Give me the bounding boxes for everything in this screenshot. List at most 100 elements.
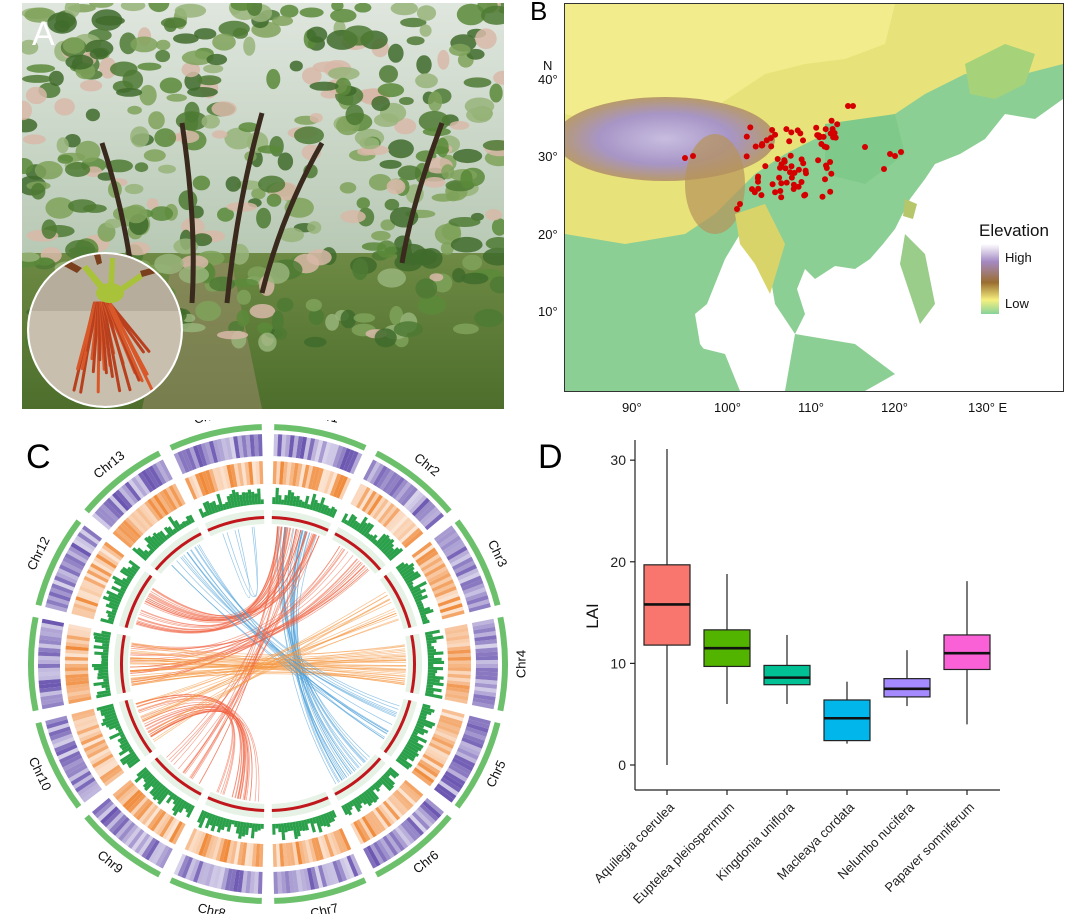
- te-density-bin: [446, 683, 470, 690]
- gene-density-bin: [196, 444, 208, 467]
- gene-density-bin: [204, 863, 215, 887]
- te-density-bin: [298, 463, 307, 488]
- gc-bin: [100, 706, 115, 714]
- gc-bin: [388, 547, 404, 562]
- te-density-bin: [292, 841, 299, 866]
- te-density-bin: [73, 714, 97, 725]
- gc-bin: [224, 818, 230, 828]
- gene-density-bin: [47, 722, 70, 733]
- gene-density-bin: [200, 442, 211, 466]
- gc-bin: [103, 678, 109, 682]
- gene-density-bin: [335, 859, 347, 882]
- gene-density-bin: [52, 579, 75, 591]
- leaf: [466, 107, 493, 123]
- gc-bin: [121, 753, 137, 766]
- lat-tick-30: 30°: [538, 149, 558, 164]
- gc-bin: [328, 506, 335, 517]
- gc-bin: [409, 581, 427, 592]
- te-density-bin: [127, 794, 146, 814]
- te-density-bin: [65, 656, 89, 661]
- chr-label-Chr3: Chr3: [485, 537, 511, 569]
- gene-density-bin: [208, 440, 219, 464]
- lon-tick-90: 90°: [622, 400, 642, 415]
- gc-bin: [426, 684, 434, 688]
- te-density-bin: [88, 747, 111, 762]
- te-density-bin: [372, 808, 389, 830]
- gene-density-bin: [466, 595, 489, 606]
- te-density-bin: [93, 556, 116, 572]
- te-density-bin: [411, 769, 433, 787]
- lat-tick-20: 20°: [538, 227, 558, 242]
- gc-bin: [97, 672, 109, 677]
- te-density-bin: [272, 461, 277, 485]
- gc-bin: [413, 593, 423, 600]
- gc-bin: [405, 743, 419, 754]
- gc-bin: [198, 811, 208, 829]
- sample-point: [819, 193, 826, 200]
- gc-bin: [378, 777, 392, 792]
- gc-bin: [111, 585, 126, 595]
- sample-point: [769, 181, 776, 188]
- sample-point: [755, 173, 762, 180]
- leaf: [491, 218, 504, 236]
- gene-density-bin: [372, 841, 388, 863]
- te-density-bin: [446, 686, 470, 694]
- gene-density-bin: [444, 770, 466, 786]
- gene-density-bin: [97, 803, 117, 822]
- leaf: [489, 83, 503, 103]
- gene-density-bin: [391, 828, 409, 849]
- leaf: [423, 177, 446, 188]
- te-density-bin: [165, 819, 180, 842]
- te-density-bin: [208, 836, 219, 860]
- gc-bin: [202, 502, 211, 516]
- gc-bin: [93, 635, 111, 642]
- gene-density-bin: [137, 472, 154, 493]
- synteny-link: [142, 591, 386, 722]
- te-density-bin: [447, 676, 471, 683]
- gene-density-bin: [64, 760, 86, 775]
- sample-point: [813, 124, 820, 131]
- red-track-line: [120, 634, 126, 694]
- gene-density-bin: [366, 461, 381, 483]
- y-tick-label: 10: [610, 655, 626, 671]
- red-track-bg: [204, 791, 265, 818]
- gene-density-bin: [394, 826, 412, 847]
- te-density-bin: [90, 562, 112, 578]
- te-density-bin: [159, 490, 175, 512]
- gc-bin: [360, 522, 372, 536]
- te-density-bin: [156, 814, 172, 836]
- gene-density-bin: [448, 549, 470, 564]
- lat-tick-10: 10°: [538, 304, 558, 319]
- borneo: [785, 334, 895, 391]
- te-density-bin: [401, 527, 421, 546]
- gene-density-bin: [41, 697, 64, 706]
- gc-bin: [406, 741, 422, 752]
- y-ticks: 0 10 20 30: [610, 452, 635, 773]
- gene-density-bin: [141, 837, 157, 859]
- gc-bin: [96, 703, 114, 711]
- te-density-bin: [329, 473, 342, 497]
- te-density-bin: [184, 828, 198, 851]
- leaf: [482, 140, 504, 151]
- leaf: [154, 128, 177, 148]
- gene-density-bin: [475, 651, 498, 657]
- gene-density-bin: [465, 591, 488, 602]
- gene-density-bin: [474, 635, 497, 642]
- gc-bin: [119, 741, 130, 749]
- gc-bin: [343, 519, 349, 525]
- gene-density-bin: [325, 862, 336, 886]
- te-density-bin: [72, 606, 96, 617]
- red-track-line: [154, 532, 202, 571]
- te-density-bin: [369, 810, 386, 832]
- te-density-bin: [447, 649, 471, 655]
- leaf: [89, 48, 109, 60]
- gene-density-bin: [106, 811, 125, 831]
- box-series: [643, 448, 991, 795]
- gene-density-bin: [473, 626, 496, 635]
- gc-bin: [134, 769, 150, 783]
- leaf: [361, 242, 387, 251]
- gc-bin: [314, 816, 323, 833]
- ideogram-Chr12: [35, 519, 82, 606]
- gene-density-bin: [422, 509, 442, 528]
